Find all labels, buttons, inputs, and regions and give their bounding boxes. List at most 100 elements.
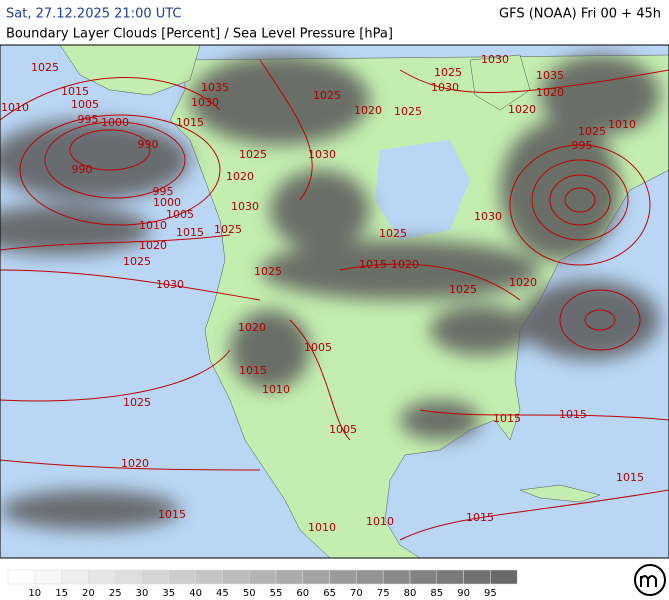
isobar-label: 1020 xyxy=(238,321,266,334)
isobar-label: 1025 xyxy=(214,223,242,236)
colorbar-box xyxy=(382,569,411,585)
colorbar-box xyxy=(275,569,304,585)
colorbar-label: 90 xyxy=(457,588,470,599)
colorbar-box xyxy=(302,569,330,585)
colorbar-label: 55 xyxy=(270,588,283,599)
colorbar-box xyxy=(195,569,223,585)
colorbar-box xyxy=(34,569,62,585)
map-layers xyxy=(0,45,669,558)
isobar-label: 1010 xyxy=(1,101,29,114)
colorbar-box xyxy=(61,569,89,585)
colorbar-label: 60 xyxy=(296,588,309,599)
datetime: Sat, 27.12.2025 21:00 UTC xyxy=(6,7,182,22)
colorbar-box xyxy=(88,569,116,585)
isobar-label: 1010 xyxy=(139,219,167,232)
map-frame xyxy=(0,44,669,559)
colorbar-label: 85 xyxy=(430,588,443,599)
isobar-label: 1025 xyxy=(123,396,151,409)
isobar-label: 1010 xyxy=(366,515,394,528)
isobar-label: 995 xyxy=(153,185,174,198)
isobar-label: 1015 xyxy=(158,508,186,521)
isobar-label: 1030 xyxy=(431,81,459,94)
isobar-label: 1030 xyxy=(308,148,336,161)
colorbar-box xyxy=(222,569,250,585)
water-body xyxy=(375,140,470,240)
isobar-label: 1005 xyxy=(71,98,99,111)
isobar-label: 1030 xyxy=(191,96,219,109)
isobar-label: 1015 xyxy=(359,258,387,271)
isobar-label: 1020 xyxy=(509,276,537,289)
isobar-label: 1015 xyxy=(176,116,204,129)
isobar-label: 1025 xyxy=(449,283,477,296)
isobar-label: 1005 xyxy=(166,208,194,221)
colorbar-box xyxy=(409,569,438,585)
colorbar-box xyxy=(168,569,196,585)
land xyxy=(59,45,201,96)
isobar-label: 1025 xyxy=(254,265,282,278)
colorbar-box xyxy=(114,569,143,585)
isobar-label: 1030 xyxy=(474,210,502,223)
isobar-label: 990 xyxy=(72,163,93,176)
colorbar-label: 10 xyxy=(28,588,41,599)
isobar-label: 1015 xyxy=(616,471,644,484)
colorbar-label: 35 xyxy=(162,588,175,599)
isobar-label: 1015 xyxy=(61,85,89,98)
isobar-label: 1025 xyxy=(394,105,422,118)
colorbar-box xyxy=(141,569,170,585)
isobars xyxy=(0,59,669,541)
colorbar-label: 30 xyxy=(136,588,149,599)
model-run: GFS (NOAA) Fri 00 + 45h xyxy=(499,7,661,22)
colorbar-label: 45 xyxy=(216,588,229,599)
isobar-label: 1025 xyxy=(123,255,151,268)
island xyxy=(519,484,601,503)
isobar-label: 1030 xyxy=(156,278,184,291)
isobar-label: 1010 xyxy=(608,118,636,131)
colorbar-label: 40 xyxy=(189,588,202,599)
colorbar-label: 20 xyxy=(82,588,95,599)
logo xyxy=(634,564,666,596)
colorbar-label: 95 xyxy=(484,588,497,599)
isobar-label: 1030 xyxy=(481,53,509,66)
colorbar-box xyxy=(463,569,491,585)
isobar-label: 1020 xyxy=(354,104,382,117)
colorbar-box xyxy=(356,569,384,585)
isobar-label: 1010 xyxy=(308,521,336,534)
isobar-label: 1025 xyxy=(379,227,407,240)
isobar-label: 1020 xyxy=(226,170,254,183)
colorbar-label: 80 xyxy=(404,588,417,599)
isobar-label: 1015 xyxy=(493,412,521,425)
isobar-label: 1020 xyxy=(139,239,167,252)
isobar-label: 1035 xyxy=(201,81,229,94)
isobar-label: 995 xyxy=(572,139,593,152)
isobar-label: 1020 xyxy=(391,258,419,271)
isobar-label: 1025 xyxy=(31,61,59,74)
isobar-label: 1020 xyxy=(508,103,536,116)
colorbar-label: 50 xyxy=(243,588,256,599)
map-title: Boundary Layer Clouds [Percent] / Sea Le… xyxy=(6,27,393,42)
colorbar-label: 75 xyxy=(377,588,390,599)
isobar-label: 1015 xyxy=(559,408,587,421)
isobar-label: 1000 xyxy=(153,196,181,209)
colorbar-label: 65 xyxy=(323,588,336,599)
isobar-label: 1005 xyxy=(329,423,357,436)
isobar-label: 1035 xyxy=(536,69,564,82)
colorbar-label: 25 xyxy=(109,588,122,599)
isobar-label: 1025 xyxy=(313,89,341,102)
isobar-label: 1005 xyxy=(304,341,332,354)
isobar-label: 1030 xyxy=(231,200,259,213)
isobar-label: 1015 xyxy=(466,511,494,524)
colorbar-box xyxy=(436,569,464,585)
colorbar-box xyxy=(329,569,357,585)
isobar-label: 1015 xyxy=(239,364,267,377)
colorbar-box xyxy=(7,569,36,585)
island xyxy=(469,54,531,111)
colorbar-box xyxy=(490,569,518,585)
isobar-label: 1020 xyxy=(121,457,149,470)
isobar-label: 990 xyxy=(138,138,159,151)
colorbar-label: 15 xyxy=(55,588,68,599)
isobar-label: 995 xyxy=(78,113,99,126)
isobar-label: 1025 xyxy=(239,148,267,161)
isobar-label: 1025 xyxy=(578,125,606,138)
